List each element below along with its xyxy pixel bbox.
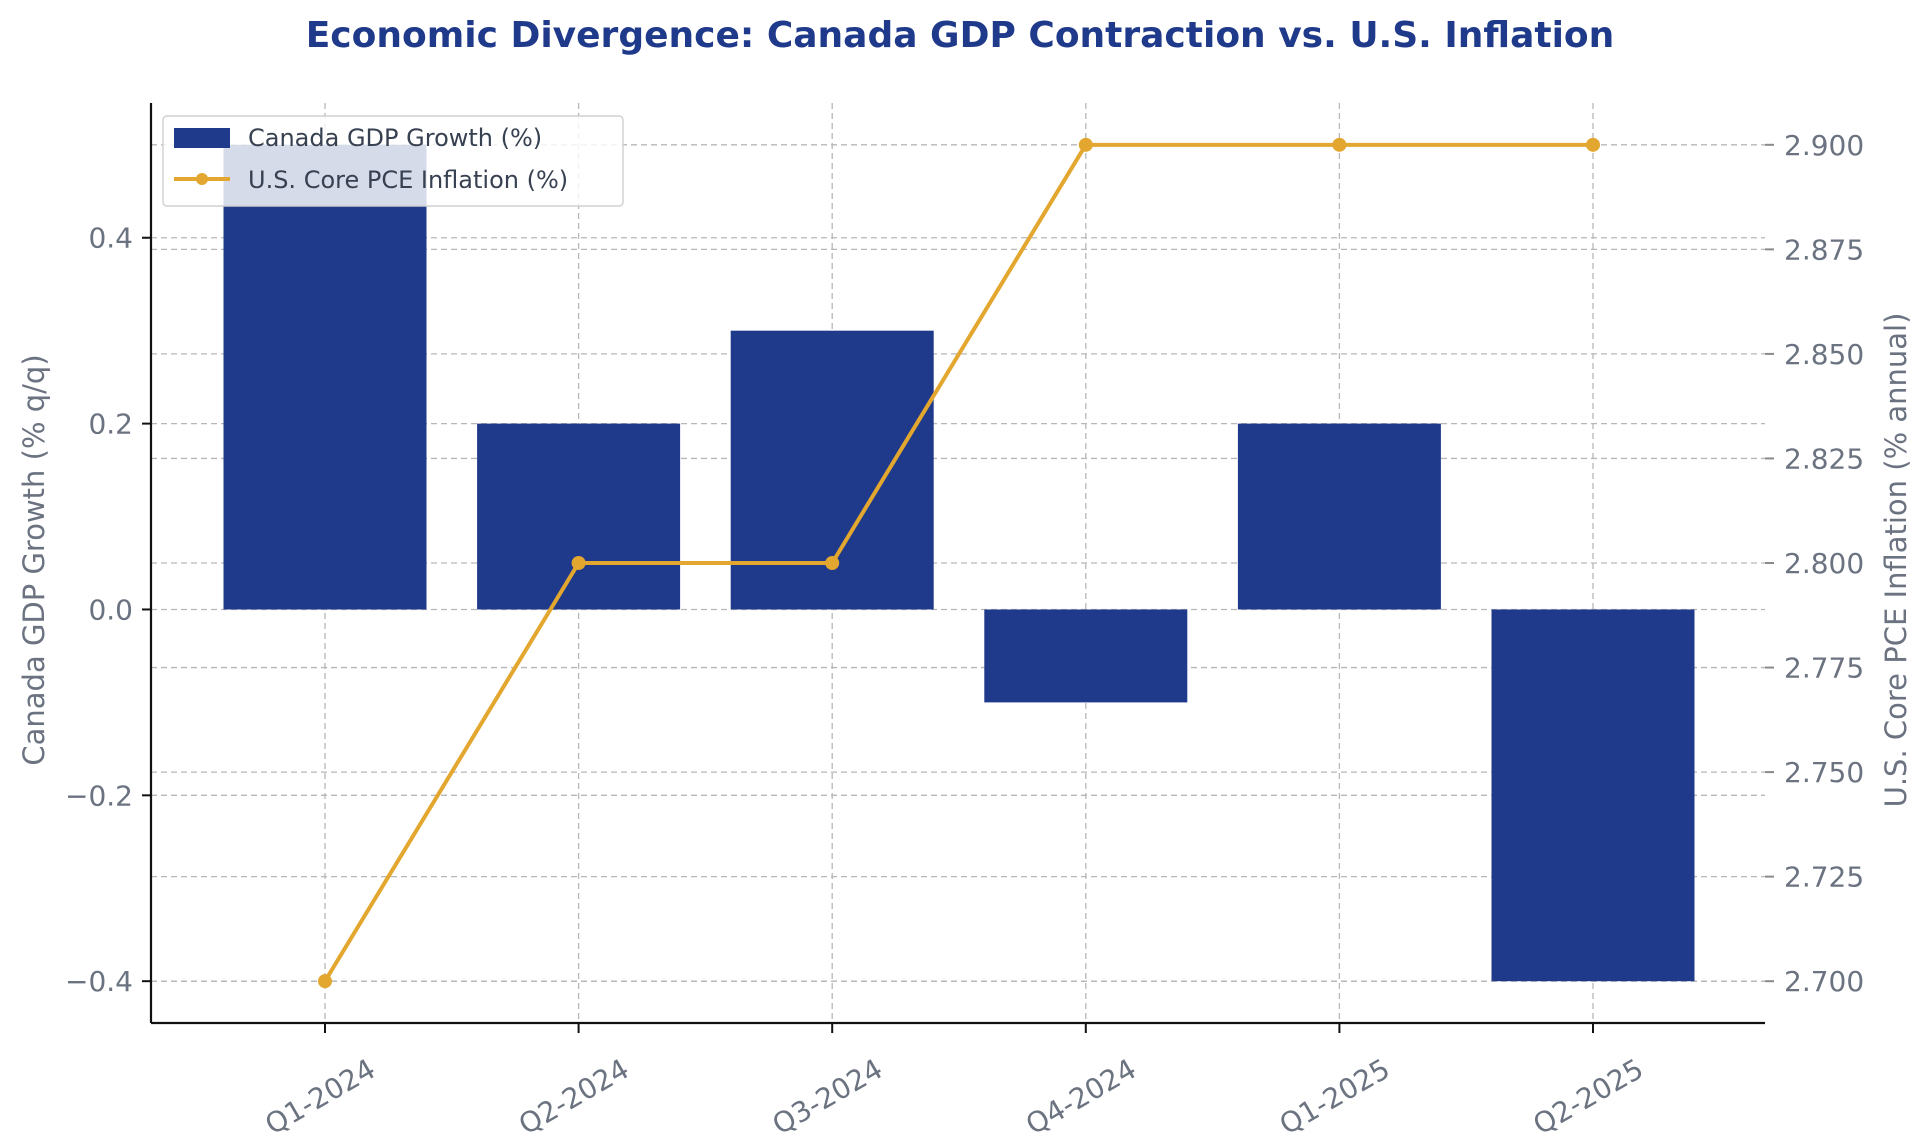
right-y-tick-label: 2.750	[1784, 756, 1864, 789]
inflation-point	[1586, 137, 1600, 152]
x-tick-label: Q3-2024	[767, 1052, 888, 1141]
x-tick-label: Q2-2025	[1528, 1052, 1649, 1141]
right-y-tick-label: 2.775	[1784, 652, 1864, 685]
right-y-tick-label: 2.875	[1784, 233, 1864, 266]
legend-line-marker	[196, 173, 208, 185]
inflation-line-group	[318, 137, 1600, 989]
inflation-point	[1078, 137, 1093, 152]
left-y-tick-label: 0.2	[88, 408, 133, 441]
gdp-bar	[1237, 423, 1441, 610]
inflation-point	[825, 556, 840, 570]
gdp-bar	[223, 144, 427, 610]
gdp-bar	[477, 423, 681, 610]
left-y-tick-label: 0.4	[88, 222, 133, 255]
right-y-tick-label: 2.850	[1784, 338, 1864, 371]
x-tick-label: Q2-2024	[513, 1052, 634, 1141]
right-y-tick-label: 2.825	[1784, 442, 1864, 475]
x-tick-label: Q1-2024	[260, 1052, 381, 1141]
chart-title: Economic Divergence: Canada GDP Contract…	[306, 15, 1615, 56]
inflation-point	[571, 556, 586, 570]
legend-label-pce: U.S. Core PCE Inflation (%)	[248, 166, 568, 194]
inflation-line	[323, 142, 1595, 984]
legend-box	[162, 115, 624, 207]
right-y-tick-label: 2.700	[1784, 965, 1864, 998]
legend-bar-swatch	[174, 128, 230, 148]
legend-label-gdp: Canada GDP Growth (%)	[248, 124, 542, 152]
left-y-tick-label: −0.2	[65, 779, 133, 812]
legend: Canada GDP Growth (%) U.S. Core PCE Infl…	[162, 115, 624, 207]
right-y-tick-label: 2.900	[1784, 129, 1864, 162]
left-y-tick-label: 0.0	[88, 593, 133, 626]
x-tick-label: Q4-2024	[1020, 1052, 1141, 1141]
right-y-tick-label: 2.800	[1784, 547, 1864, 580]
inflation-point	[1332, 137, 1347, 152]
right-axis-label: U.S. Core PCE Inflation (% annual)	[1879, 313, 1913, 808]
right-y-tick-label: 2.725	[1784, 861, 1864, 894]
gdp-bar	[984, 609, 1188, 703]
gdp-bar	[1491, 609, 1695, 982]
gdp-bars	[223, 144, 1695, 982]
left-y-tick-label: −0.4	[65, 965, 133, 998]
x-tick-label: Q1-2025	[1274, 1052, 1395, 1141]
left-axis-label: Canada GDP Growth (% q/q)	[17, 354, 51, 765]
inflation-point	[318, 974, 332, 989]
